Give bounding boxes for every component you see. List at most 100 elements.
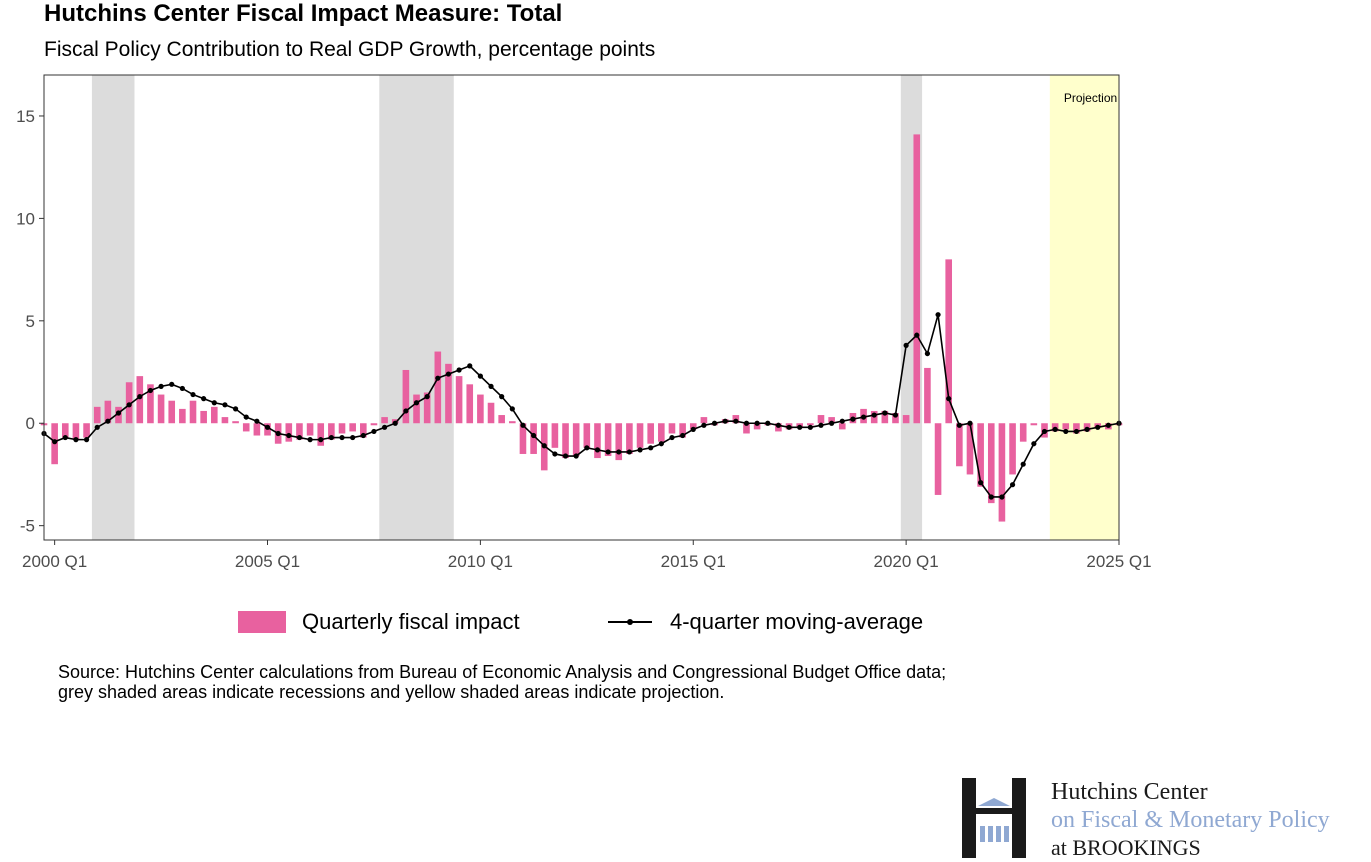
bar-2010-Q1 (477, 394, 484, 424)
logo-line-2: on Fiscal & Monetary Policy (1051, 807, 1330, 833)
bar-2020-Q2 (913, 134, 921, 424)
bar-2013-Q4 (636, 423, 644, 448)
ma-point-2012-Q4 (594, 447, 601, 453)
ma-point-2020-Q1 (903, 342, 909, 348)
bar-2005-Q4 (296, 423, 303, 440)
ma-point-2001-Q3 (115, 410, 122, 416)
ma-point-2006-Q4 (339, 434, 345, 441)
ma-point-2023-Q1 (1031, 441, 1037, 447)
bar-2023-Q1 (1030, 423, 1038, 426)
recession-band-2 (379, 75, 454, 540)
bar-2000-Q3 (72, 423, 80, 440)
legend-label-line: 4-quarter moving-average (670, 609, 924, 634)
bar-2007-Q4 (381, 417, 388, 424)
bar-2021-Q1 (945, 259, 953, 424)
ma-point-2000-Q2 (62, 434, 68, 441)
ma-point-2021-Q4 (978, 480, 984, 486)
bar-2019-Q4 (892, 412, 899, 424)
recession-band-1 (91, 75, 135, 540)
x-tick-label-2015-Q1: 2015 Q1 (661, 552, 726, 571)
bar-2010-Q2 (487, 402, 495, 424)
ma-point-2020-Q3 (924, 350, 931, 357)
ma-point-2002-Q4 (169, 381, 175, 387)
ma-point-2015-Q3 (711, 420, 718, 426)
bar-2021-Q3 (966, 423, 974, 475)
bar-2002-Q1 (136, 376, 144, 424)
ma-point-2019-Q4 (892, 412, 899, 418)
ma-point-2022-Q4 (1020, 461, 1026, 467)
bar-2019-Q3 (881, 410, 889, 424)
ma-point-2023-Q3 (1052, 426, 1058, 432)
ma-point-2021-Q2 (956, 422, 962, 428)
bar-2023-Q4 (1062, 423, 1070, 430)
logo-line-1: Hutchins Center (1051, 779, 1208, 805)
bar-2010-Q4 (509, 421, 516, 424)
ma-point-2010-Q4 (509, 406, 515, 412)
bar-2013-Q3 (626, 423, 633, 454)
ma-point-2010-Q2 (488, 383, 494, 389)
bar-2004-Q4 (253, 423, 261, 436)
logo-line-3: at BROOKINGS (1051, 835, 1201, 860)
bar-2009-Q1 (434, 351, 442, 424)
y-tick-label-5: 5 (26, 312, 35, 331)
bar-2003-Q2 (189, 400, 197, 424)
bar-2009-Q3 (455, 376, 463, 424)
ma-point-2016-Q1 (733, 418, 739, 424)
bar-2020-Q1 (902, 415, 910, 424)
ma-point-2013-Q4 (637, 447, 643, 453)
y-tick-label-0: 0 (26, 414, 35, 433)
ma-point-2005-Q2 (275, 430, 281, 437)
ma-point-2010-Q3 (499, 394, 505, 400)
projection-label: Projection (1064, 91, 1117, 105)
ma-point-2010-Q1 (477, 373, 483, 379)
ma-point-2000-Q3 (73, 437, 79, 443)
source-line-2: grey shaded areas indicate recessions an… (58, 682, 725, 702)
y-tick-label-10: 10 (16, 209, 35, 228)
ma-point-2006-Q3 (328, 434, 334, 441)
bar-2014-Q4 (679, 423, 686, 438)
bar-2000-Q2 (61, 423, 69, 438)
ma-point-2003-Q1 (179, 385, 185, 392)
bar-2001-Q2 (104, 400, 112, 424)
bar-2006-Q2 (317, 423, 325, 446)
ma-point-2009-Q4 (467, 363, 473, 369)
bar-2008-Q3 (413, 394, 420, 424)
ma-point-2017-Q3 (797, 424, 803, 430)
line-layer (41, 312, 1122, 500)
ma-point-2009-Q1 (435, 375, 441, 381)
bar-2007-Q1 (349, 423, 356, 432)
ma-point-2007-Q3 (371, 428, 377, 435)
ma-point-2022-Q3 (1009, 482, 1016, 488)
bar-2018-Q3 (838, 423, 846, 430)
ma-point-2007-Q4 (381, 424, 388, 430)
bar-2021-Q2 (956, 423, 963, 467)
ma-point-2017-Q2 (786, 424, 792, 430)
ma-point-2012-Q3 (584, 445, 590, 451)
ma-point-2005-Q3 (286, 432, 292, 439)
ma-point-2008-Q4 (424, 394, 430, 400)
ma-point-2024-Q3 (1095, 424, 1101, 430)
ma-point-2020-Q4 (935, 312, 941, 318)
ma-point-2017-Q1 (775, 422, 782, 428)
ma-point-2018-Q4 (850, 416, 856, 422)
legend-item-line: 4-quarter moving-average (606, 604, 923, 640)
ma-point-2000-Q4 (83, 437, 90, 443)
chart-legend: Quarterly fiscal impact 4-quarter moving… (0, 604, 1371, 640)
ma-point-2011-Q3 (541, 443, 547, 449)
ma-point-2024-Q4 (1105, 422, 1111, 428)
bar-2001-Q1 (93, 406, 101, 424)
ma-point-2015-Q2 (701, 422, 707, 428)
fiscal-impact-chart: Projection -5 0 5 10 15 2000 Q1 2005 Q1 2010 Q1… (16, 74, 1152, 571)
legend-item-bars: Quarterly fiscal impact (238, 604, 520, 640)
ma-point-2012-Q2 (573, 453, 579, 459)
axes-layer: -5 0 5 10 15 2000 Q1 2005 Q1 2010 Q1 2015 Q1 2020… (16, 74, 1152, 571)
bar-2011-Q4 (551, 423, 559, 448)
ma-point-2019-Q1 (860, 414, 867, 420)
ma-point-2015-Q1 (690, 426, 696, 432)
bar-2012-Q2 (572, 423, 580, 457)
bar-2022-Q4 (1019, 423, 1027, 442)
bar-2017-Q4 (807, 423, 814, 426)
bar-2013-Q2 (615, 423, 623, 461)
bar-2020-Q4 (934, 423, 942, 495)
bar-2021-Q4 (977, 423, 984, 487)
